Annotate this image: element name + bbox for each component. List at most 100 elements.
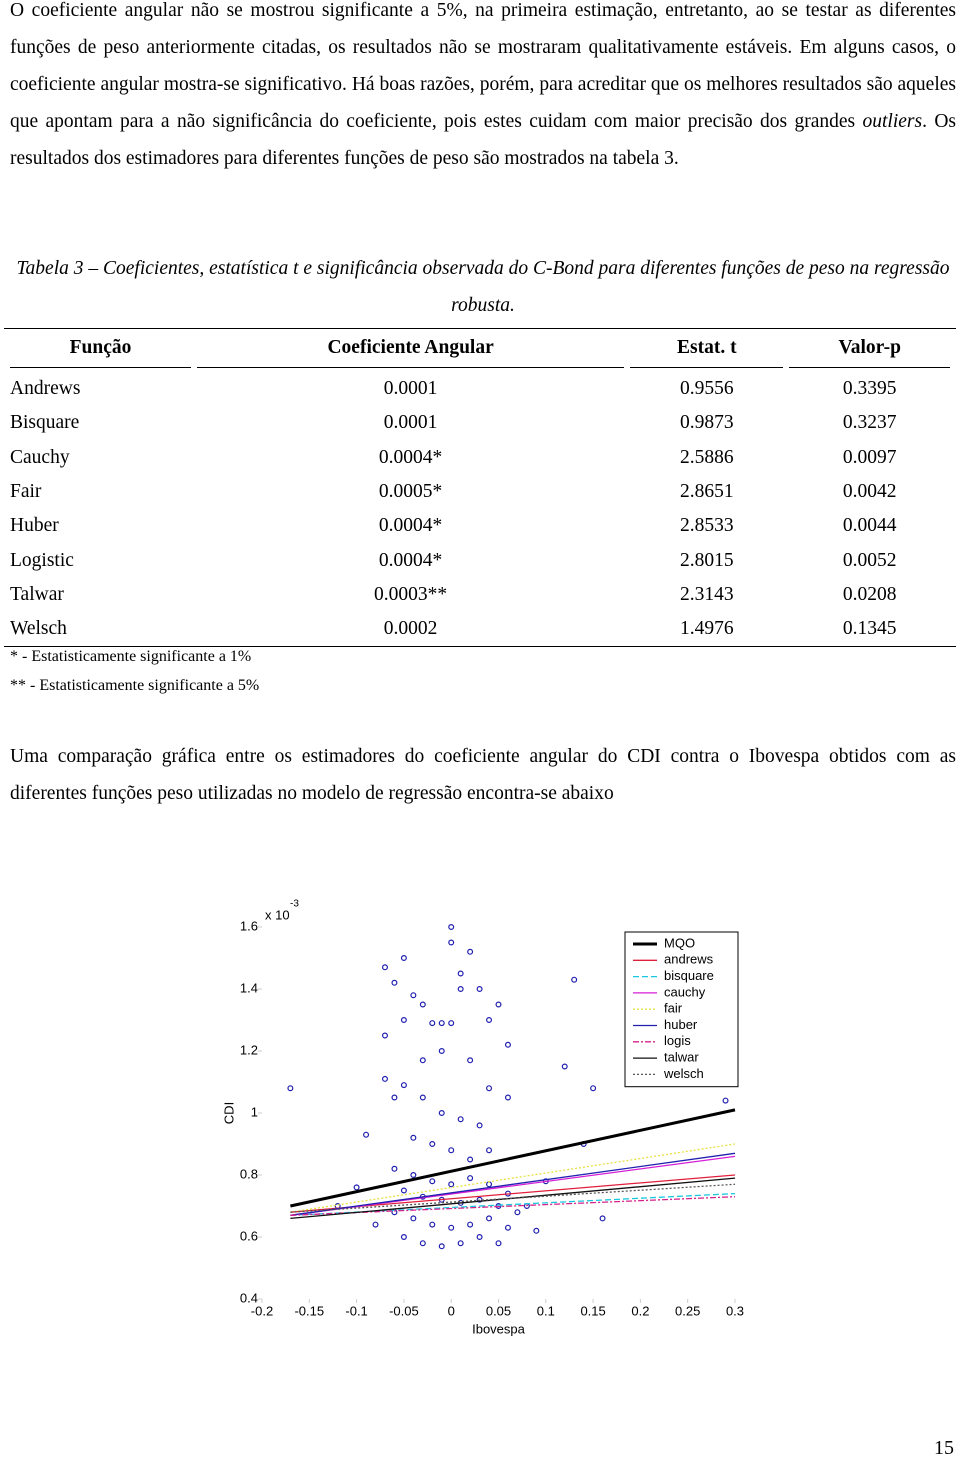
x-tick-label: -0.15 bbox=[294, 1303, 324, 1318]
legend-box bbox=[624, 931, 739, 1088]
table-cell: 2.5886 bbox=[680, 446, 734, 468]
point bbox=[353, 1184, 360, 1191]
table-row: Talwar 0.0003** 2.3143 0.0208 bbox=[10, 578, 950, 612]
point bbox=[467, 1057, 474, 1064]
table-row: Cauchy 0.0004* 2.5886 0.0097 bbox=[10, 441, 950, 475]
y-tick-label: 0.6 bbox=[240, 1228, 258, 1243]
table-cell: Welsch bbox=[10, 618, 67, 640]
point bbox=[438, 1243, 445, 1250]
legend-label: talwar bbox=[664, 1050, 699, 1065]
table-caption: Tabela 3 – Coeficientes, estatística t e… bbox=[16, 258, 950, 316]
point bbox=[410, 992, 417, 999]
table-cell: 0.3237 bbox=[842, 412, 897, 434]
point bbox=[448, 1020, 455, 1027]
x-tick-label: -0.1 bbox=[345, 1303, 367, 1318]
x-axis-label: Ibovespa bbox=[472, 1321, 526, 1336]
x-tick-label: 0 bbox=[448, 1303, 455, 1318]
table-row: Logistic 0.0004* 2.8015 0.0052 bbox=[10, 543, 950, 577]
x-tick-label: 0.25 bbox=[675, 1303, 700, 1318]
table-cell: 0.0004* bbox=[378, 515, 443, 537]
point bbox=[419, 1240, 426, 1247]
point bbox=[381, 1075, 388, 1082]
y-tick-label: 1.4 bbox=[240, 980, 258, 995]
point bbox=[400, 1187, 407, 1194]
point bbox=[495, 1240, 502, 1247]
fit-line bbox=[290, 1177, 736, 1220]
column-header: Estat. t bbox=[630, 329, 784, 368]
text: . Os resultados dos estimadores para dif… bbox=[10, 111, 956, 169]
table-cell: 1.4976 bbox=[680, 618, 734, 640]
table-cell: Bisquare bbox=[10, 412, 80, 434]
table-cell: 0.0003** bbox=[374, 583, 448, 605]
point bbox=[486, 1215, 493, 1222]
table-cell: Huber bbox=[10, 515, 59, 537]
legend-label: welsch bbox=[663, 1066, 704, 1081]
table-cell: 0.0044 bbox=[842, 515, 897, 537]
point bbox=[504, 1094, 511, 1101]
x-tick-label: 0.05 bbox=[486, 1303, 511, 1318]
column-header: Valor-p bbox=[789, 329, 950, 368]
point bbox=[504, 1224, 511, 1231]
point bbox=[429, 1221, 436, 1228]
point bbox=[429, 1020, 436, 1027]
point bbox=[419, 1057, 426, 1064]
point bbox=[391, 1165, 398, 1172]
point bbox=[476, 985, 483, 992]
results-table: Função Coeficiente Angular Estat. t Valor-p… bbox=[4, 328, 956, 648]
point bbox=[381, 1032, 388, 1039]
chart: -0.2 -0.15 -0.1 -0.05 0 0.05 0.1 0.15 0.2 0.25 0.3… bbox=[221, 899, 744, 1337]
point bbox=[410, 1215, 417, 1222]
page-number: 15 bbox=[934, 1437, 954, 1459]
y-tick-label: 1.2 bbox=[240, 1042, 258, 1057]
legend-label: bisquare bbox=[664, 968, 714, 983]
table-cell: 0.0004* bbox=[378, 549, 443, 571]
point bbox=[533, 1227, 540, 1234]
table-cell: 0.0208 bbox=[842, 583, 897, 605]
point bbox=[504, 1041, 511, 1048]
table-cell: Talwar bbox=[10, 583, 64, 605]
point bbox=[457, 1240, 464, 1247]
point bbox=[457, 1116, 464, 1123]
table-cell: 0.9556 bbox=[680, 378, 734, 400]
y-tick-label: 1 bbox=[251, 1104, 258, 1119]
y-tick-label: 0.4 bbox=[240, 1290, 258, 1305]
point bbox=[514, 1209, 521, 1216]
point bbox=[363, 1131, 370, 1138]
table-cell: 0.0042 bbox=[842, 481, 897, 503]
footnote: * - Estatisticamente significante a 1% bbox=[10, 648, 252, 665]
table-row: Huber 0.0004* 2.8533 0.0044 bbox=[10, 509, 950, 543]
y-scale-label: x 10 bbox=[265, 907, 290, 922]
point bbox=[476, 1234, 483, 1241]
point bbox=[476, 1122, 483, 1129]
x-tick-label: 0.2 bbox=[631, 1303, 649, 1318]
point bbox=[438, 1110, 445, 1117]
fit-line bbox=[290, 1152, 736, 1216]
table-row: Welsch 0.0002 1.4976 0.1345 bbox=[10, 612, 950, 646]
point bbox=[400, 1082, 407, 1089]
point bbox=[448, 1224, 455, 1231]
point bbox=[287, 1085, 294, 1092]
column-header: Coeficiente Angular bbox=[196, 329, 625, 368]
table-cell: Logistic bbox=[10, 549, 74, 571]
point bbox=[486, 1017, 493, 1024]
table-row: Andrews 0.0001 0.9556 0.3395 bbox=[10, 368, 950, 406]
x-tick-label: -0.05 bbox=[389, 1303, 419, 1318]
table-cell: Andrews bbox=[10, 378, 81, 400]
point bbox=[599, 1215, 606, 1222]
legend-label: andrews bbox=[664, 952, 714, 967]
legend-label: huber bbox=[664, 1017, 698, 1032]
point bbox=[429, 1178, 436, 1185]
point bbox=[400, 1234, 407, 1241]
paragraph: Uma comparação gráfica entre os estimado… bbox=[10, 746, 956, 804]
point bbox=[381, 964, 388, 971]
y-tick-label: 1.6 bbox=[240, 918, 258, 933]
table-row: Bisquare 0.0001 0.9873 0.3237 bbox=[10, 406, 950, 440]
point bbox=[438, 1020, 445, 1027]
header-row: Função Coeficiente Angular Estat. t Valor-p bbox=[10, 329, 950, 368]
table-cell: 0.0052 bbox=[842, 549, 897, 571]
table-cell: 0.9873 bbox=[680, 412, 734, 434]
legend-label: logis bbox=[664, 1033, 691, 1048]
x-tick-label: 0.1 bbox=[537, 1303, 555, 1318]
point bbox=[400, 954, 407, 961]
point bbox=[495, 1001, 502, 1008]
